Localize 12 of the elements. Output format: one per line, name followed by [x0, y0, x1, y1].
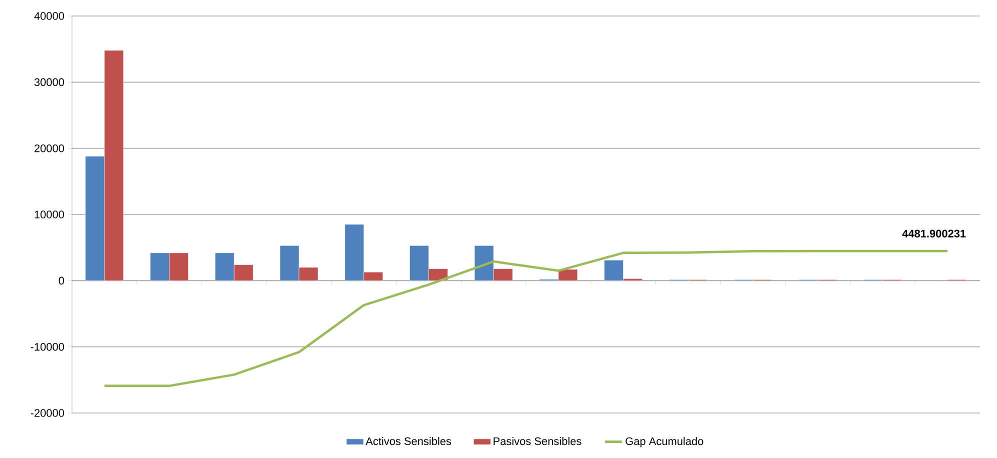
y-tick-label: 40000 [34, 12, 64, 20]
y-tick-label: 0 [58, 276, 64, 285]
y-tick-label: -20000 [30, 409, 64, 417]
y-tick-label: -10000 [30, 342, 64, 351]
y-tick-label: 10000 [34, 210, 64, 218]
y-tick-label: 20000 [34, 144, 64, 152]
legend-label: Pasivos Sensibles [494, 437, 582, 446]
y-tick-label: 30000 [34, 78, 64, 86]
line-series [103, 250, 949, 388]
legend-label: Activos Sensibles [366, 437, 452, 446]
legend-label: Gap Acumulado [626, 437, 704, 448]
data-label: 4481.900231 [902, 230, 966, 238]
